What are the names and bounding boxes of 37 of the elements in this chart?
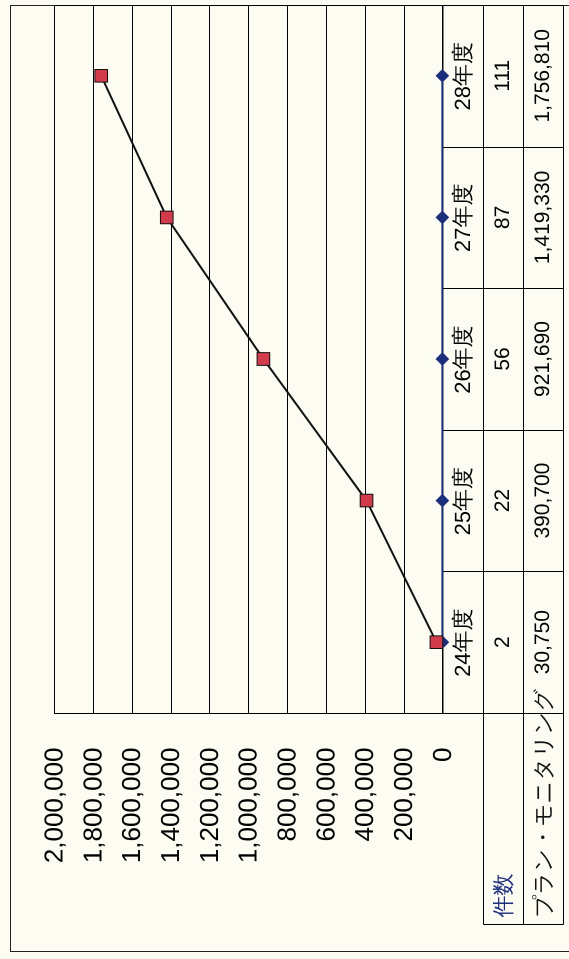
- point: [435, 69, 449, 82]
- data-label: 22: [490, 488, 514, 512]
- data-label: 111: [490, 60, 514, 92]
- data-label: 87: [490, 206, 514, 230]
- x-tick-label: 2,000,000: [38, 748, 68, 864]
- data-label: 1,756,810: [530, 29, 554, 123]
- point: [359, 494, 373, 508]
- data-label: 2: [490, 636, 514, 648]
- y-tick-label: 24年度: [449, 608, 474, 677]
- x-tick-label: 800,000: [271, 748, 302, 842]
- point: [429, 635, 443, 650]
- x-tick-label: 1,800,000: [76, 748, 107, 864]
- x-tick-label: 1,400,000: [154, 748, 185, 864]
- x-tick-label: 1,200,000: [193, 748, 224, 864]
- point: [435, 352, 449, 366]
- text: 件数: [490, 874, 516, 918]
- x-tick-label: 1,000,000: [232, 748, 262, 864]
- data-label: 390,700: [530, 462, 554, 539]
- point: [94, 68, 108, 83]
- point: [435, 210, 449, 224]
- data-label: 56: [490, 347, 514, 371]
- point: [160, 210, 174, 224]
- x-tick-label: 600,000: [310, 748, 340, 842]
- data-label: 1,419,330: [530, 170, 554, 264]
- y-tick-label: 25年度: [449, 466, 474, 536]
- y-tick-label: 27年度: [449, 184, 474, 252]
- point: [435, 494, 449, 508]
- x-tick-label: 1,600,000: [116, 748, 146, 864]
- data-label: 921,690: [530, 321, 554, 397]
- y-tick-label: 28年度: [449, 42, 474, 111]
- y-tick-label: 26年度: [449, 325, 474, 394]
- point: [256, 352, 270, 366]
- x-tick-label: 400,000: [348, 748, 379, 842]
- x-tick-label: 200,000: [388, 748, 418, 842]
- text: プラン・モニタリング: [530, 688, 556, 918]
- data-label: 30,750: [530, 610, 554, 674]
- x-tick-label: 0: [426, 748, 456, 762]
